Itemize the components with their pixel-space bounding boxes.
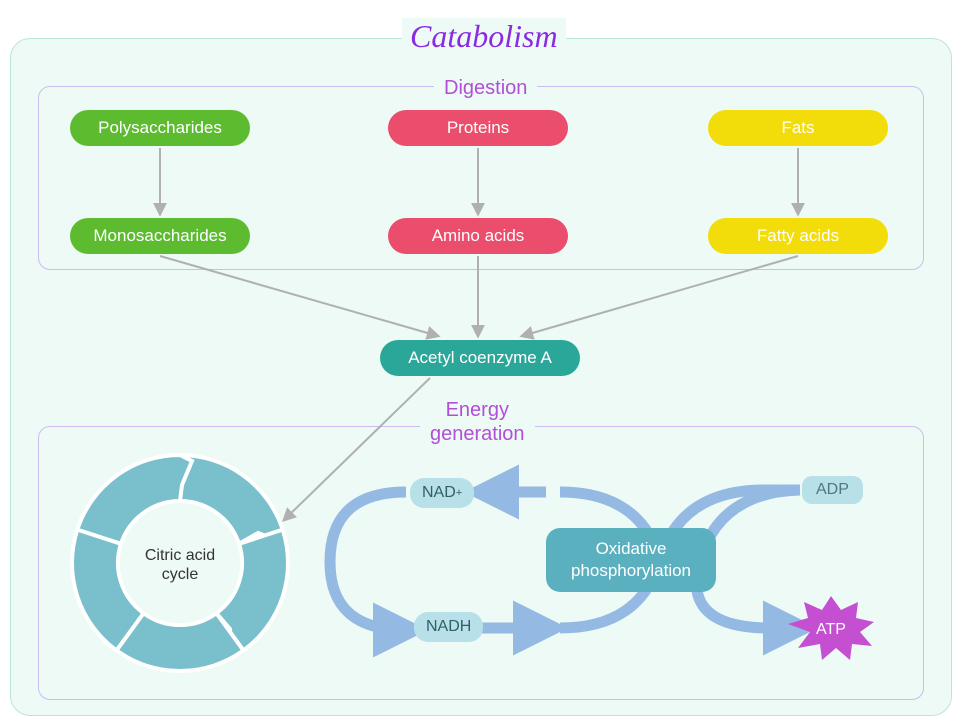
node-atp: ATP: [786, 594, 876, 664]
svg-text:ATP: ATP: [816, 621, 846, 638]
node-oxphos: Oxidative phosphorylation: [546, 528, 716, 592]
node-polysaccharides: Polysaccharides: [70, 110, 250, 146]
node-monosaccharides: Monosaccharides: [70, 218, 250, 254]
node-adp: ADP: [802, 476, 863, 504]
diagram-canvas: Catabolism Digestion Energy generation: [0, 0, 960, 725]
energy-label: Energy generation: [420, 398, 535, 446]
node-amino-acids: Amino acids: [388, 218, 568, 254]
citric-cycle-label: Citric acid cycle: [140, 546, 220, 584]
diagram-title: Catabolism: [402, 18, 566, 55]
node-fats: Fats: [708, 110, 888, 146]
node-proteins: Proteins: [388, 110, 568, 146]
node-nadh: NADH: [414, 612, 483, 642]
node-fatty-acids: Fatty acids: [708, 218, 888, 254]
node-nad-plus: NAD+: [410, 478, 474, 508]
digestion-label: Digestion: [434, 76, 537, 100]
node-acetyl-coa: Acetyl coenzyme A: [380, 340, 580, 376]
